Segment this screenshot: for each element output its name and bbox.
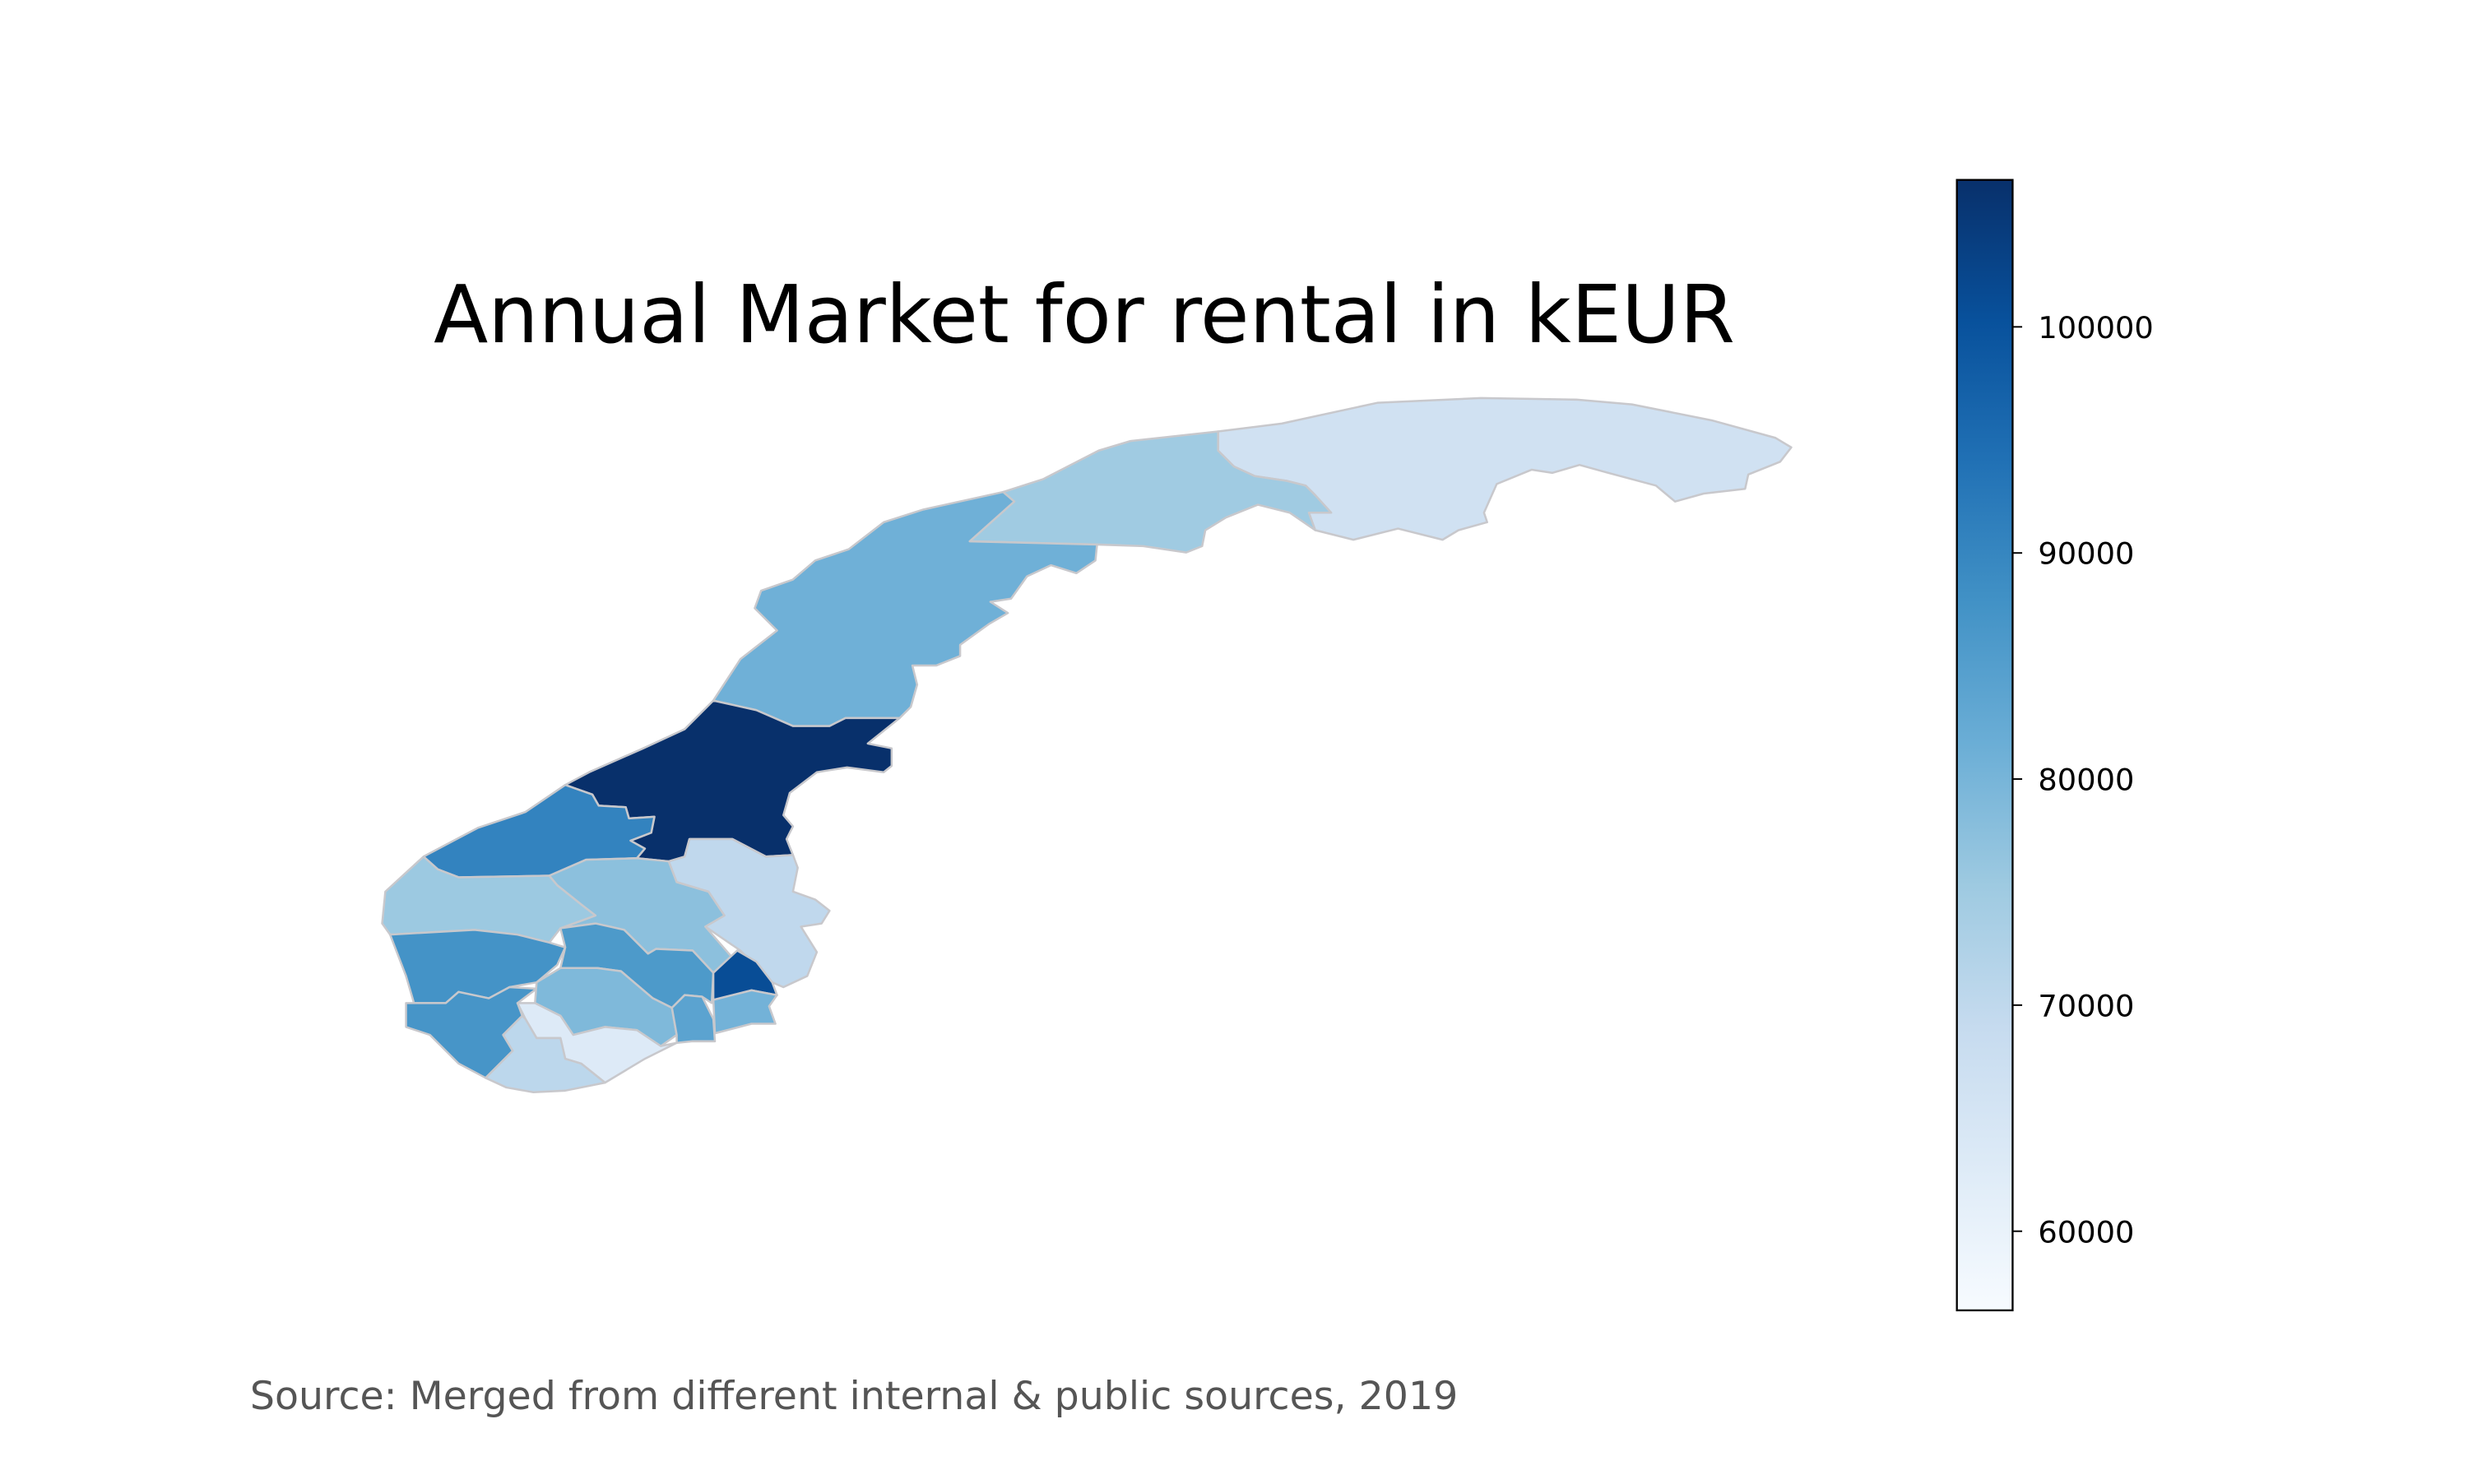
- colorbar-ticks: 100000 90000 80000 70000 60000: [2012, 310, 2154, 1250]
- colorbar-frame: [1955, 179, 2014, 1312]
- colorbar-tick-label: 100000: [2038, 310, 2153, 345]
- map-title: Annual Market for rental in kEUR: [434, 268, 1735, 361]
- region-vest-agder[interactable]: [485, 1014, 606, 1093]
- region-hedmark[interactable]: [667, 837, 831, 989]
- colorbar-tick-label: 90000: [2038, 536, 2134, 572]
- colorbar-tick-label: 60000: [2038, 1214, 2134, 1250]
- colorbar-tick-label: 80000: [2038, 763, 2134, 798]
- region-ostfold[interactable]: [712, 989, 778, 1035]
- source-note: Source: Merged from different internal &…: [250, 1374, 1458, 1419]
- colorbar-tick-label: 70000: [2038, 988, 2134, 1023]
- colorbar-gradient: [1956, 179, 2013, 1310]
- region-nordland[interactable]: [712, 490, 1098, 727]
- region-vestfold[interactable]: [670, 994, 717, 1044]
- colorbar: 100000 90000 80000 70000 60000: [1955, 179, 2154, 1312]
- region-layer: [381, 397, 1793, 1093]
